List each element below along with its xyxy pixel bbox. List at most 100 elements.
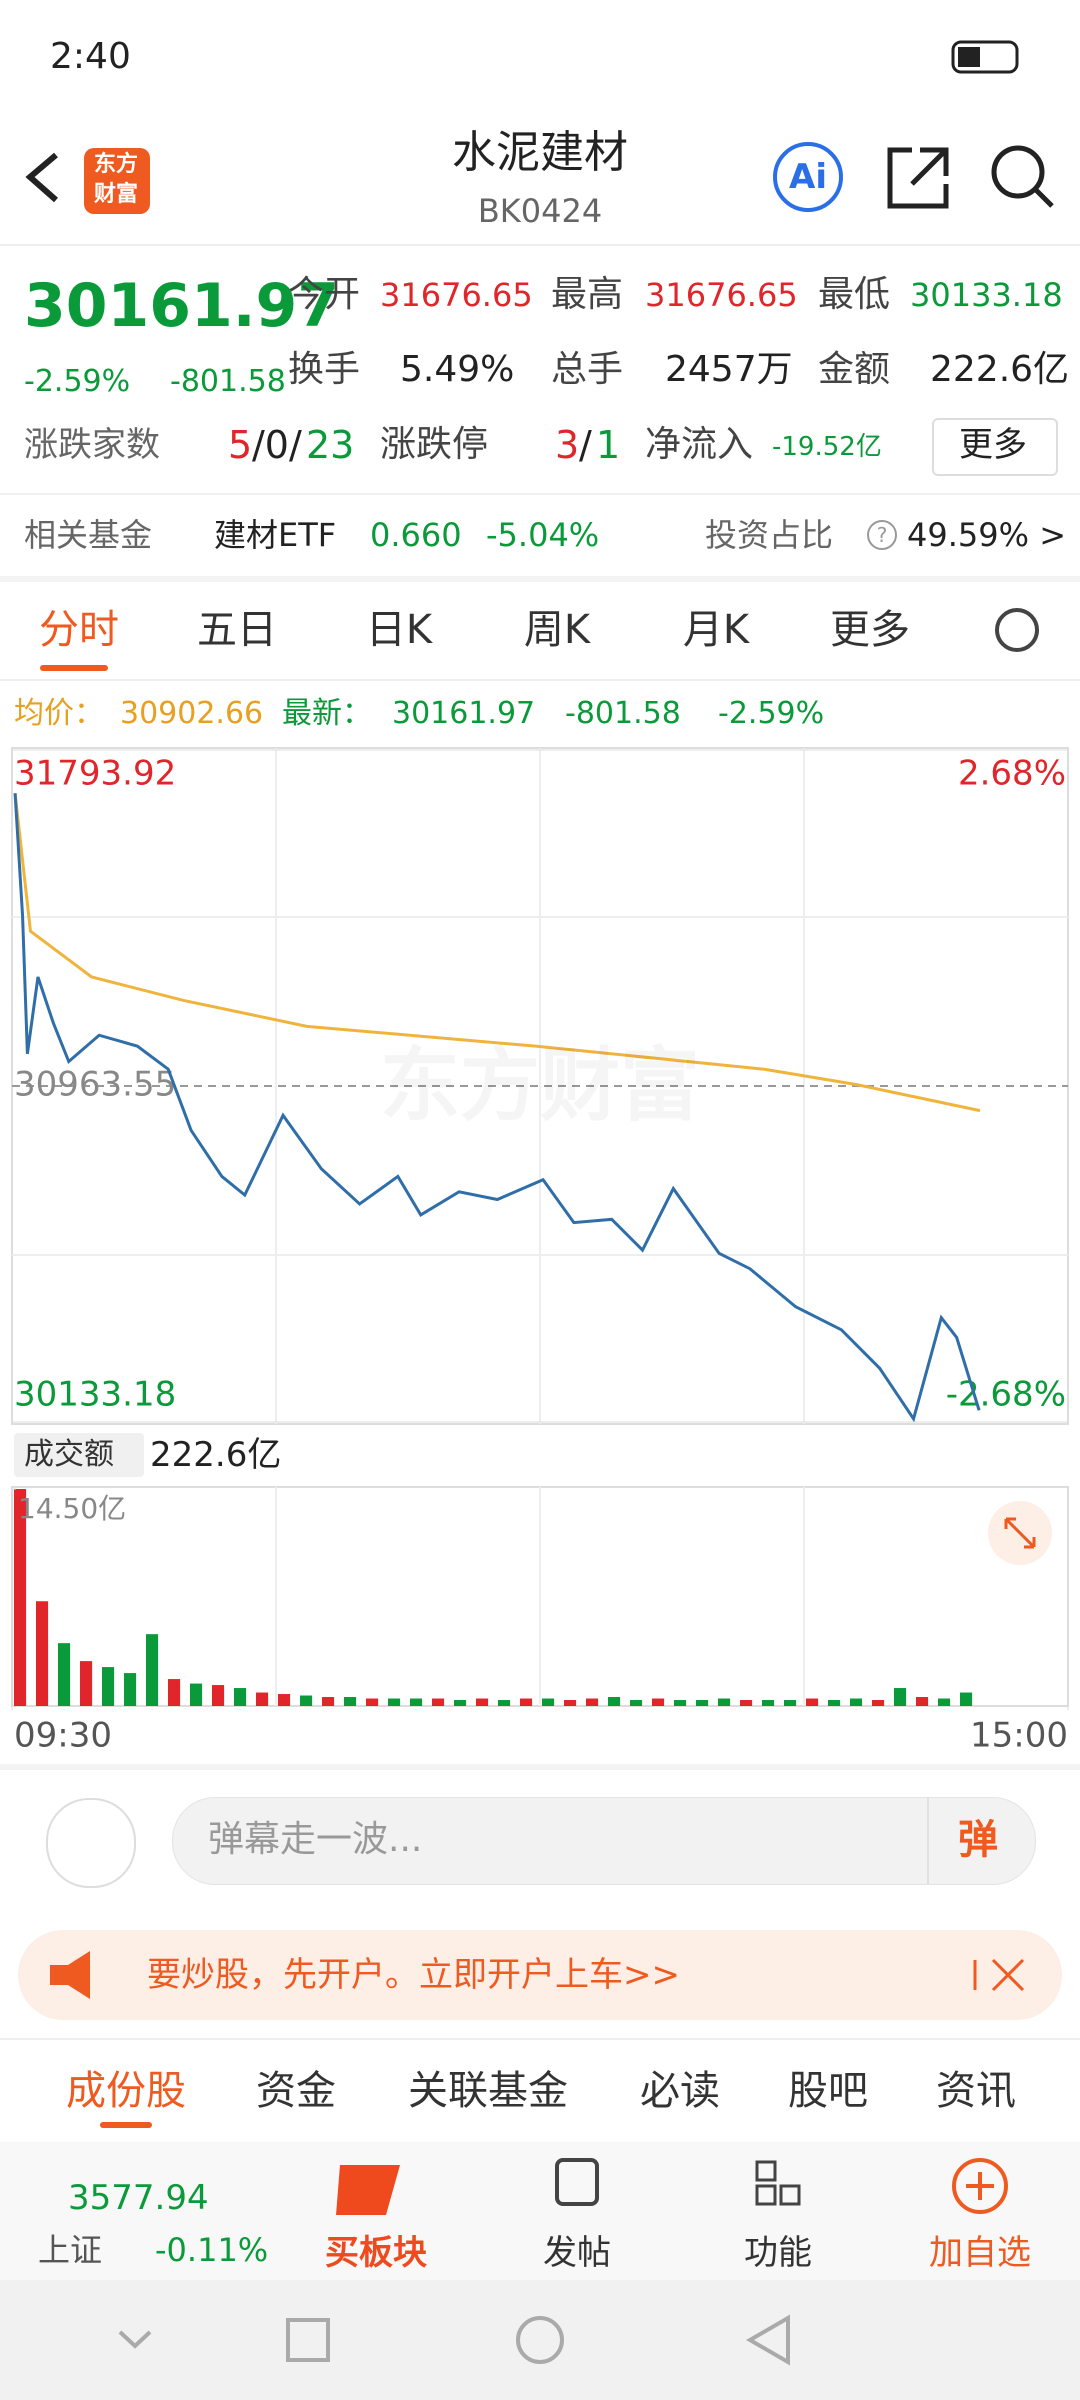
x-tick-label: 15:00	[970, 1716, 1068, 1756]
nav-home[interactable]	[286, 2318, 330, 2362]
logo	[84, 148, 150, 214]
more-button[interactable]	[932, 418, 1058, 476]
chart-tab[interactable]: 分时	[39, 607, 119, 653]
add-icon[interactable]	[952, 2158, 1008, 2214]
ratio-label: 投资占比	[705, 516, 834, 554]
volume-selector[interactable]	[14, 1433, 144, 1477]
volume-bar	[762, 1700, 775, 1706]
limit-sep: /	[579, 423, 592, 467]
settings-icon[interactable]	[995, 608, 1039, 652]
danmu-settings[interactable]	[46, 1798, 136, 1888]
comment-input[interactable]	[172, 1797, 1036, 1885]
section-tab[interactable]: 股吧	[788, 2068, 868, 2114]
back-icon[interactable]	[25, 152, 58, 203]
intraday-chart: 30133.18 30963.55 31793.92 2.68% -2.68% 14.50…	[11, 747, 1069, 1756]
toolbar-item[interactable]: 买板块	[325, 2233, 427, 2273]
toolbar-item[interactable]: 加自选	[929, 2233, 1031, 2273]
divider	[0, 1764, 1080, 1770]
volume-bar	[256, 1692, 269, 1706]
fund-change: -5.04%	[486, 516, 600, 554]
post-icon[interactable]	[555, 2158, 599, 2206]
more-button[interactable]: 更多	[959, 425, 1027, 465]
nav-icon[interactable]	[118, 2330, 152, 2349]
field-label: 金额	[818, 349, 891, 390]
vol-tick-label: 14.50亿	[18, 1492, 126, 1525]
fund-name[interactable]: 建材ETF	[214, 516, 337, 554]
netflow-label: 净流入	[645, 424, 754, 465]
divider	[0, 679, 1080, 681]
toolbar-item[interactable]: 发帖	[543, 2233, 611, 2273]
volume-bar	[212, 1685, 225, 1706]
volume-bar	[542, 1698, 555, 1706]
chart-tab[interactable]: 月K	[682, 607, 750, 653]
func-icon[interactable]	[755, 2160, 777, 2182]
limit-label: 涨跌停	[380, 424, 489, 465]
battery	[951, 40, 1019, 74]
y-tick-label: 31793.92	[14, 754, 176, 794]
chart-tab[interactable]: 五日	[197, 607, 277, 653]
ai-icon[interactable]	[773, 142, 843, 212]
volume-bar	[454, 1700, 467, 1706]
nav-bar	[0, 2280, 1080, 2400]
chart-tab[interactable]: 更多	[830, 607, 910, 653]
legend-pct: -2.59%	[718, 696, 825, 731]
pct-label: -2.68%	[946, 1375, 1066, 1415]
field-value: 30133.18	[910, 276, 1063, 314]
help-text: ?	[876, 523, 888, 547]
ratio[interactable]: 49.59% >	[907, 516, 1066, 554]
section-tab[interactable]: 关联基金	[408, 2068, 568, 2114]
search-icon[interactable]	[991, 145, 1045, 199]
nav-back[interactable]	[746, 2314, 790, 2366]
chart-tab[interactable]: 日K	[365, 607, 433, 653]
volume-bar	[916, 1697, 929, 1706]
volume-bar	[806, 1698, 819, 1706]
volume-bar	[652, 1698, 665, 1706]
ai-button[interactable]: Ai	[789, 157, 827, 197]
func-icon	[779, 2184, 801, 2206]
grid	[12, 748, 1068, 1706]
share-icon[interactable]	[887, 147, 949, 209]
section-tab[interactable]: 资金	[256, 2068, 336, 2114]
megaphone	[50, 1951, 90, 1999]
netflow: -19.52亿	[772, 432, 882, 462]
section-tab[interactable]: 资讯	[936, 2068, 1016, 2114]
logo-text: 东方	[94, 152, 139, 177]
field-label: 最高	[551, 274, 624, 315]
logo-text: 财富	[94, 182, 139, 207]
volume-bar	[344, 1697, 357, 1706]
volume-bar	[432, 1698, 445, 1706]
volume-bar	[608, 1697, 621, 1706]
volume-bar	[630, 1700, 643, 1706]
breadth-label: 涨跌家数	[24, 425, 160, 465]
toolbar-item[interactable]: 功能	[744, 2233, 812, 2273]
field-value: 31676.65	[645, 276, 798, 314]
legend-label: 最新：	[282, 696, 372, 731]
section-tab[interactable]: 必读	[640, 2068, 720, 2114]
volume-bar	[410, 1698, 423, 1706]
comment-placeholder[interactable]: 弹幕走一波...	[208, 1819, 423, 1860]
volume-bar	[146, 1634, 159, 1706]
banner-text[interactable]: 要炒股，先开户。立即开户上车>>	[147, 1955, 680, 1995]
close-icon[interactable]	[973, 1958, 1025, 1992]
page-title: 水泥建材	[452, 127, 628, 178]
chart-tab[interactable]: 周K	[523, 607, 591, 653]
legend-change: -801.58	[565, 696, 681, 731]
breadth-down: 23	[306, 423, 355, 467]
volume-label[interactable]: 成交额	[24, 1437, 114, 1472]
field-value: 31676.65	[380, 276, 533, 314]
banner[interactable]	[18, 1930, 1062, 2020]
help-icon[interactable]	[867, 520, 897, 550]
section-tab[interactable]: 成份股	[66, 2068, 186, 2114]
stock-code: BK0424	[477, 192, 603, 230]
nav-circle[interactable]	[516, 2316, 564, 2364]
field-label: 最低	[818, 274, 891, 315]
volume-bar	[322, 1697, 335, 1706]
danmu-button[interactable]: 弹	[958, 1817, 998, 1863]
limit-up: 3	[555, 423, 580, 467]
field-label: 总手	[551, 349, 624, 390]
field-value: 222.6亿	[930, 349, 1070, 390]
pct-label: 2.68%	[958, 754, 1066, 794]
add-icon	[966, 2172, 994, 2200]
buy-sector-icon[interactable]	[336, 2165, 400, 2215]
